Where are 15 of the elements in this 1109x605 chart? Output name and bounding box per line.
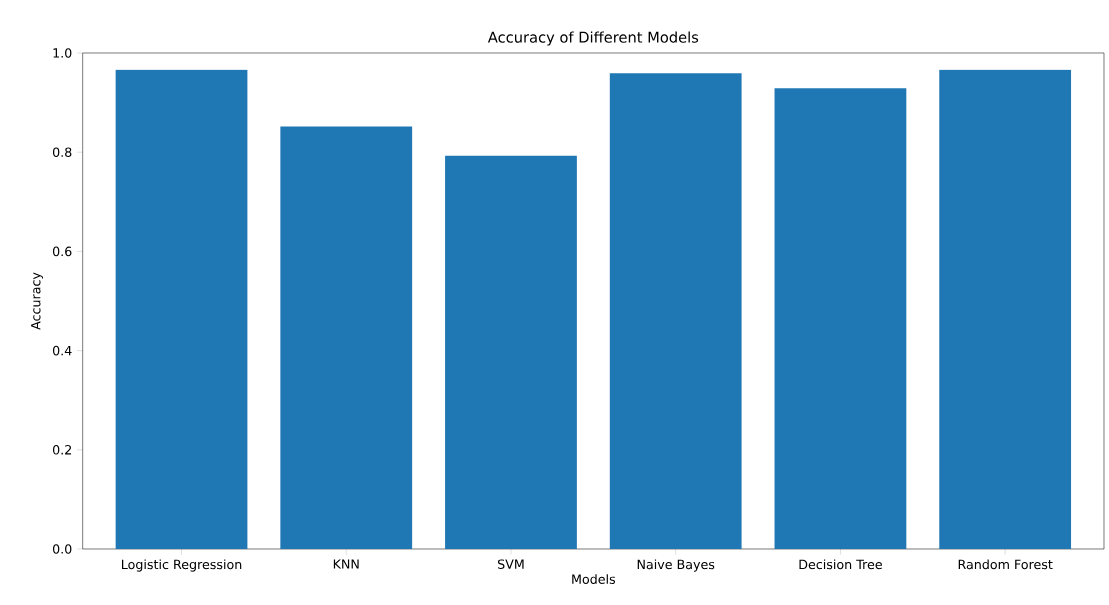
y-axis-title: Accuracy xyxy=(31,272,43,330)
x-tick-label: Naive Bayes xyxy=(637,559,715,572)
x-tick-label: KNN xyxy=(333,559,359,569)
y-tick-label: 0.4 xyxy=(52,345,72,356)
x-tick-label: SVM xyxy=(497,559,524,569)
y-tick-label: 1.0 xyxy=(53,48,72,58)
y-tick-label: 0.2 xyxy=(52,444,72,455)
x-tick-label: Random Forest xyxy=(958,559,1053,570)
y-tick-label: 0.0 xyxy=(52,544,72,554)
y-tick-label: 0.6 xyxy=(52,246,72,257)
y-tick-label: 0.8 xyxy=(52,147,72,157)
x-tick-label: Decision Tree xyxy=(799,559,882,570)
x-axis-title: Models xyxy=(572,574,616,584)
x-tick-label: Logistic Regression xyxy=(122,559,242,572)
chart-title: Accuracy of Different Models xyxy=(487,31,699,46)
